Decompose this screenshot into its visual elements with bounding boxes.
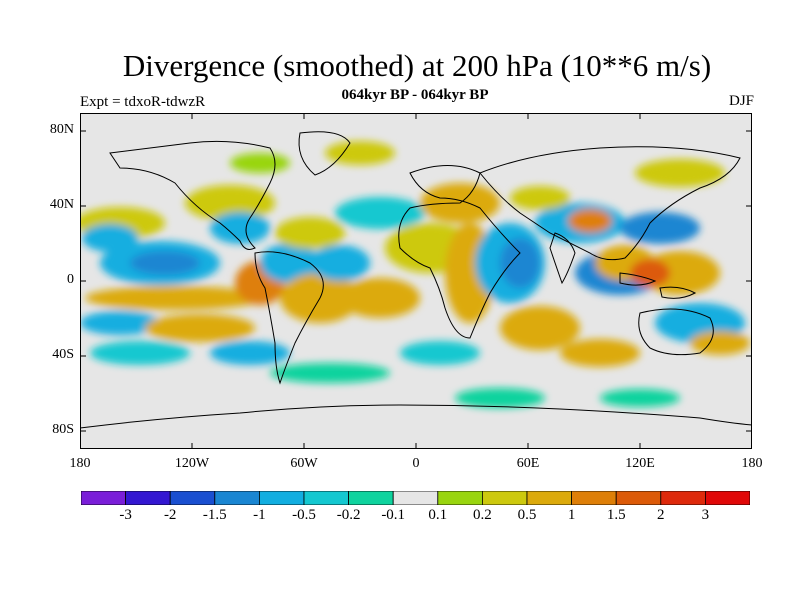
lat-tick-label: 0 [67,272,74,287]
colorbar-level-label: 0.5 [517,507,537,523]
chart-subtitle: 064kyr BP - 064kyr BP [341,87,489,103]
divergence-map [80,113,752,449]
colorbar-level-label: -1 [253,507,266,523]
colorbar-level-label: 1 [567,507,576,523]
lat-tick-label: 40S [52,347,74,362]
lon-tick-label: 180 [741,456,763,471]
lat-tick-label: 80S [52,422,74,437]
colorbar-level-label: -2 [163,507,177,523]
colorbar-swatch [214,491,260,505]
axis-ticks [80,113,752,449]
colorbar-level-label: -1.5 [202,507,227,523]
lat-tick-label: 40N [49,197,74,212]
colorbar-swatch [125,491,171,505]
colorbar-swatch [303,491,349,505]
lon-tick-label: 120E [625,456,655,471]
colorbar-swatch [169,491,216,505]
colorbar-level-label: 1.5 [606,507,626,523]
colorbar-swatch [481,491,528,505]
colorbar-swatch [81,491,126,505]
colorbar-swatch [615,491,662,505]
colorbar-level-label: -0.1 [381,507,406,523]
colorbar-swatch [705,491,750,505]
colorbar-level-label: 0.2 [473,507,492,523]
colorbar-swatch [258,491,305,505]
chart-title: Divergence (smoothed) at 200 hPa (10**6 … [122,48,712,83]
lon-tick-label: 0 [412,456,420,471]
lon-tick-label: 180 [69,456,91,471]
colorbar-swatch [571,491,617,505]
colorbar-swatch [526,491,572,505]
lon-tick-label: 60E [516,456,540,471]
lat-tick-label: 80N [49,122,74,137]
colorbar-level-label: -0.2 [336,507,361,523]
colorbar-swatch [660,491,706,505]
coastlines [80,131,752,429]
colorbar-level-label: 3 [701,507,710,523]
colorbar [81,491,750,505]
experiment-label: Expt = tdxoR-tdwzR [80,94,206,110]
colorbar-swatch [348,491,394,505]
colorbar-level-label: -3 [119,507,132,523]
colorbar-swatch [392,491,439,505]
lon-tick-label: 60W [290,456,318,471]
colorbar-swatch [437,491,483,505]
lon-tick-label: 120W [174,456,210,471]
colorbar-level-label: 2 [657,507,665,523]
colorbar-level-label: 0.1 [428,507,448,523]
colorbar-level-label: -0.5 [292,507,316,523]
season-label: DJF [728,93,754,109]
